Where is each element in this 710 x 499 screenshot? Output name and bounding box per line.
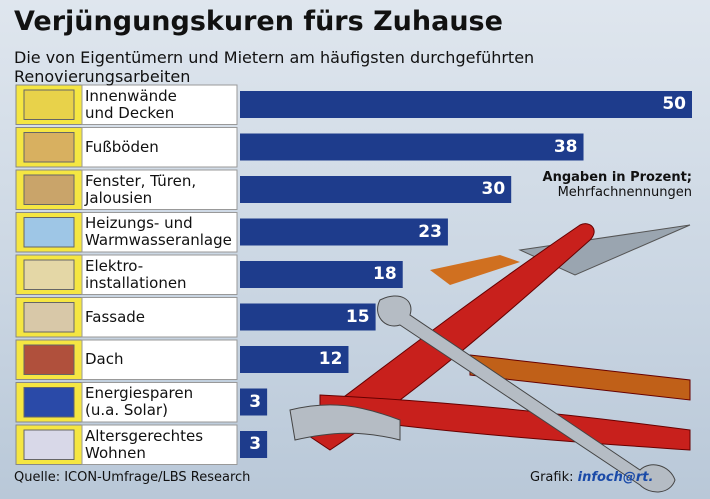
icon bbox=[23, 174, 75, 205]
credit: Grafik: infoch@rt. bbox=[530, 470, 653, 485]
bar bbox=[240, 346, 349, 373]
label-box bbox=[81, 84, 238, 125]
value-label: 38 bbox=[553, 136, 578, 157]
chart-title: Verjüngungskuren fürs Zuhause bbox=[14, 6, 503, 37]
label-box bbox=[81, 127, 238, 168]
category-label: Fußböden bbox=[85, 137, 159, 156]
label-box bbox=[81, 254, 238, 295]
category-label: Heizungs- und Warmwasseranlage bbox=[85, 214, 232, 250]
icon bbox=[23, 89, 75, 120]
value-label: 50 bbox=[662, 94, 686, 114]
icon bbox=[23, 302, 75, 333]
bar bbox=[240, 133, 584, 161]
value-label: 3 bbox=[249, 391, 262, 412]
icon bbox=[23, 217, 75, 248]
source: Quelle: ICON-Umfrage/LBS Research bbox=[14, 470, 251, 485]
value-label: 18 bbox=[373, 264, 397, 284]
bar bbox=[240, 176, 512, 203]
value-label: 3 bbox=[249, 434, 262, 454]
label-box bbox=[81, 169, 238, 210]
value-label: 15 bbox=[345, 306, 370, 327]
credit-label: Grafik: bbox=[530, 470, 574, 485]
bar bbox=[240, 388, 268, 416]
label-box bbox=[81, 382, 238, 423]
label-box bbox=[81, 212, 238, 253]
icon bbox=[23, 387, 75, 418]
chart-subtitle: Die von Eigentümern und Mietern am häufi… bbox=[14, 48, 535, 86]
category-label: Fassade bbox=[85, 307, 146, 326]
value-label: 30 bbox=[481, 179, 506, 199]
icon bbox=[23, 429, 75, 460]
bar bbox=[240, 431, 268, 458]
bar bbox=[240, 261, 403, 288]
tools-illustration bbox=[289, 223, 691, 493]
icon bbox=[23, 132, 75, 163]
icon bbox=[23, 344, 75, 375]
icon bbox=[23, 259, 75, 290]
note: Angaben in Prozent; Mehrfachnennungen bbox=[543, 170, 692, 200]
value-label: 12 bbox=[318, 349, 343, 369]
category-label: Fenster, Türen, Jalousien bbox=[85, 171, 197, 207]
bar bbox=[240, 303, 376, 331]
value-label: 23 bbox=[418, 221, 442, 242]
category-label: Altersgerechtes Wohnen bbox=[85, 426, 204, 462]
note-bold: Angaben in Prozent; bbox=[542, 170, 692, 185]
category-label: Innenwände und Decken bbox=[85, 86, 177, 122]
bar bbox=[240, 91, 692, 118]
category-label: Dach bbox=[85, 350, 124, 369]
label-box bbox=[81, 297, 238, 338]
category-label: Energiesparen (u.a. Solar) bbox=[85, 384, 194, 420]
note-text: Mehrfachnennungen bbox=[557, 185, 692, 200]
label-box bbox=[81, 424, 238, 465]
category-label: Elektro- installationen bbox=[85, 256, 187, 292]
label-box bbox=[81, 339, 238, 380]
bar bbox=[240, 218, 448, 246]
credit-brand: infoch@rt. bbox=[577, 470, 654, 485]
